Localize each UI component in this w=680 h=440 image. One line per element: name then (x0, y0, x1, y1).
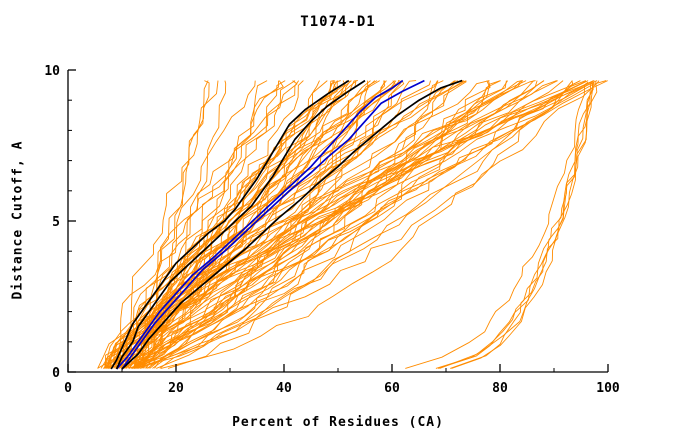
ensemble-curve (103, 80, 508, 369)
ensemble-curve (131, 80, 376, 369)
x-tick-label: 80 (492, 381, 508, 396)
model-black-1 (110, 79, 350, 370)
ensemble-curve (104, 80, 300, 369)
outlier-curve (451, 82, 594, 369)
x-tick-label: 100 (596, 381, 620, 396)
ensemble-curve (138, 80, 351, 369)
ensemble-curve (106, 80, 402, 369)
ensemble-curve (154, 80, 598, 369)
y-tick-label: 10 (44, 64, 60, 79)
ensemble-curve (152, 80, 501, 369)
ensemble-curve (106, 80, 536, 369)
outlier-curve (439, 82, 594, 369)
ensemble-curve (167, 80, 490, 369)
ensemble-curve (106, 80, 522, 369)
ensemble-curve (104, 80, 527, 369)
ensemble-curve (143, 80, 465, 369)
ensemble-curve (115, 80, 298, 369)
ensemble-curve (122, 80, 538, 369)
model-blue-2 (121, 79, 425, 370)
model-black-2 (115, 79, 366, 370)
x-tick-label: 20 (168, 381, 184, 396)
chart-title: T1074-D1 (300, 14, 376, 30)
model-black-3 (121, 79, 463, 370)
ensemble-curve (121, 80, 467, 369)
ensemble-curve (107, 80, 378, 369)
outlier-curve (450, 82, 592, 369)
ensemble-curve (132, 80, 268, 369)
ensemble-curve (145, 80, 346, 369)
ensemble-curve (149, 80, 491, 369)
ensemble-curve (123, 80, 286, 369)
ensemble-curve (125, 80, 581, 369)
x-tick-label: 40 (276, 381, 292, 396)
ensemble-curve (110, 80, 284, 369)
y-tick-label: 5 (52, 215, 60, 230)
ensemble-curve (135, 80, 335, 369)
y-tick-label: 0 (52, 366, 60, 381)
ensemble-curve (124, 80, 386, 369)
x-tick-label: 0 (64, 381, 72, 396)
outlier-curve (405, 81, 589, 369)
model-blue-1 (115, 79, 404, 370)
ensemble-curve (138, 80, 227, 369)
ensemble-curve (139, 80, 600, 369)
ensemble-curve (126, 80, 256, 369)
x-tick-label: 60 (384, 381, 400, 396)
ensemble-curve (107, 80, 595, 369)
x-axis-label: Percent of Residues (CA) (232, 415, 444, 430)
ensemble-curve (118, 80, 581, 369)
ensemble-curve (160, 80, 573, 369)
ensemble-curve (119, 80, 459, 369)
